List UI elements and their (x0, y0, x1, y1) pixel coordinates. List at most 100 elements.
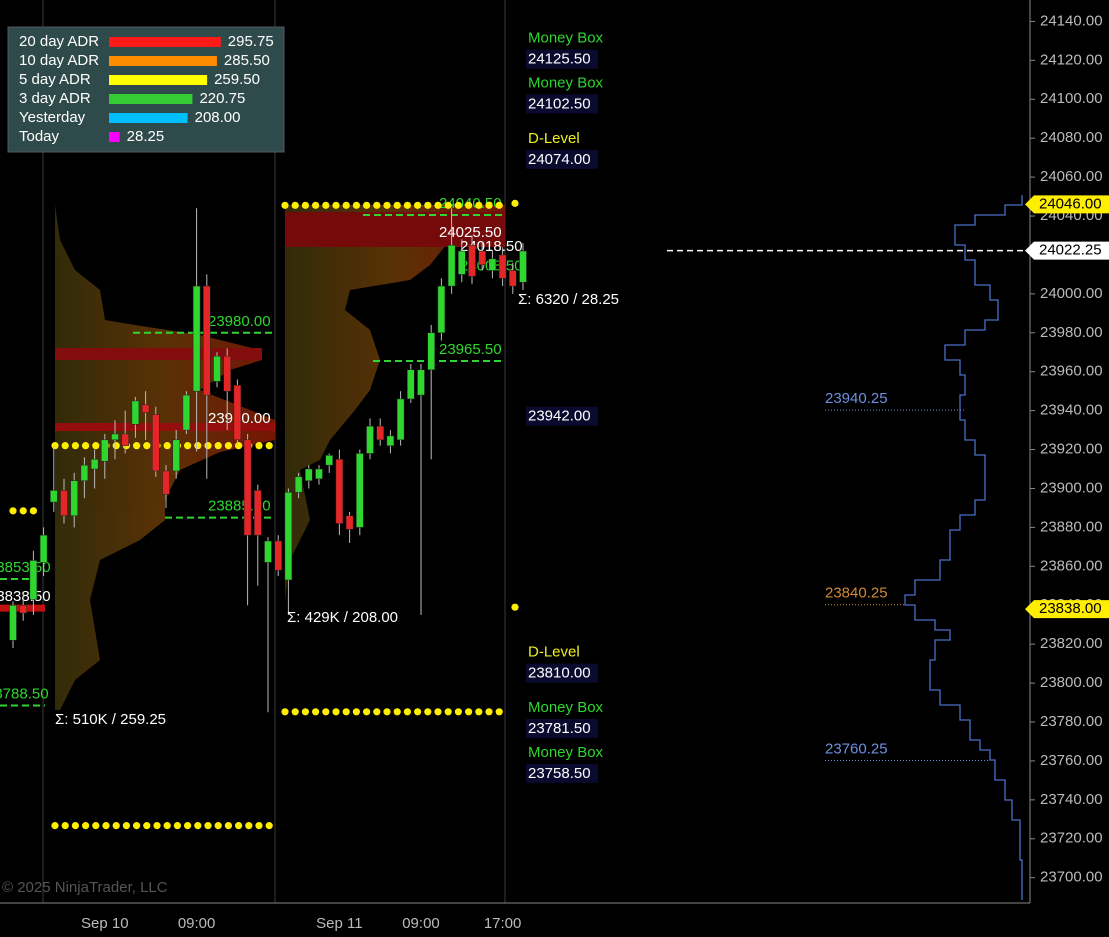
level-dot (51, 442, 59, 450)
candle-body (519, 250, 527, 283)
candle-body (335, 459, 344, 524)
level-dot (444, 708, 452, 716)
level-dot (434, 708, 442, 716)
level-dot (184, 442, 192, 450)
adr-panel (7, 26, 285, 153)
level-dot (71, 442, 79, 450)
volume-profile (55, 205, 275, 710)
candle-body (315, 468, 323, 479)
candle-body (203, 285, 211, 396)
candle-body (152, 414, 160, 472)
candle-body (509, 270, 517, 287)
price-marker-label: 24022.25 (1039, 242, 1102, 259)
level-dot (383, 201, 391, 209)
box-value: 23781.50 (528, 720, 591, 737)
level-dot (92, 822, 100, 830)
candle-body (29, 560, 38, 600)
x-tick-label: 09:00 (402, 915, 440, 932)
box-name: D-Level (528, 130, 580, 147)
level-dot (163, 442, 171, 450)
adr-name: 10 day ADR (19, 52, 99, 69)
box-name: Money Box (528, 744, 604, 761)
candle-body (131, 400, 140, 425)
level-dot (265, 822, 273, 830)
level-dot (475, 201, 483, 209)
level-label: 23788.50 (0, 685, 49, 702)
adr-name: 20 day ADR (19, 33, 99, 50)
level-label: 23980.00 (208, 313, 271, 330)
level-dot (133, 822, 141, 830)
level-dot (444, 201, 452, 209)
level-dot (255, 822, 263, 830)
candle-body (427, 332, 435, 371)
candle-body (39, 534, 48, 563)
candle-body (458, 250, 466, 275)
level-label: 23838.50 (0, 588, 51, 605)
level-dot (363, 708, 371, 716)
candle-body (294, 476, 303, 493)
price-marker (1025, 600, 1109, 619)
box-value-bg (526, 663, 598, 683)
adr-value: 28.25 (127, 128, 165, 145)
candle-body (192, 285, 201, 392)
level-dot (173, 822, 181, 830)
price-marker (1025, 195, 1109, 214)
candle-body (121, 433, 129, 446)
level-dot (214, 822, 222, 830)
box-value: 23758.50 (528, 765, 591, 782)
profile-level-label: 23840.25 (825, 585, 888, 602)
adr-name: Today (19, 128, 60, 145)
candle-body (447, 244, 456, 287)
box-value-bg (526, 406, 598, 426)
level-dot (291, 201, 299, 209)
level-dot (82, 822, 90, 830)
level-dot (235, 442, 243, 450)
adr-value: 208.00 (195, 109, 241, 126)
level-dot (265, 442, 273, 450)
box-name: Money Box (528, 699, 604, 716)
level-dot (301, 708, 309, 716)
box-value: 24074.00 (528, 151, 591, 168)
level-dot (312, 708, 320, 716)
poc-band (285, 212, 505, 247)
level-dot (485, 201, 493, 209)
level-dot (495, 201, 503, 209)
level-dot (235, 822, 243, 830)
level-dot (204, 822, 212, 830)
level-dot (133, 442, 141, 450)
level-dot (291, 708, 299, 716)
candle-body (19, 604, 27, 614)
level-dot (414, 708, 422, 716)
level-dot (122, 822, 130, 830)
y-tick-label: 23740.00 (1040, 791, 1103, 808)
candle-body (407, 369, 415, 400)
candle-body (284, 492, 293, 581)
level-dot (224, 442, 232, 450)
level-dot (485, 708, 493, 716)
level-dot (312, 201, 320, 209)
y-tick-label: 24080.00 (1040, 129, 1103, 146)
y-tick-label: 23920.00 (1040, 441, 1103, 458)
candle-body (182, 394, 191, 431)
y-tick-label: 23940.00 (1040, 402, 1103, 419)
level-label: 23853.50 (0, 559, 51, 576)
level-dot (112, 442, 120, 450)
candle-body (9, 604, 17, 641)
candle-body (274, 540, 282, 571)
level-dot (194, 822, 202, 830)
box-value: 23942.00 (528, 408, 591, 425)
level-dot (112, 822, 120, 830)
x-tick-label: 09:00 (178, 915, 216, 932)
adr-value: 285.50 (224, 52, 270, 69)
adr-value: 220.75 (199, 90, 245, 107)
y-tick-label: 23700.00 (1040, 869, 1103, 886)
level-dot (465, 201, 473, 209)
level-dot (373, 708, 381, 716)
level-dot (363, 201, 371, 209)
candle-body (172, 439, 180, 472)
level-dot (61, 822, 69, 830)
x-tick-label: Sep 10 (81, 915, 129, 932)
level-dot (301, 201, 309, 209)
